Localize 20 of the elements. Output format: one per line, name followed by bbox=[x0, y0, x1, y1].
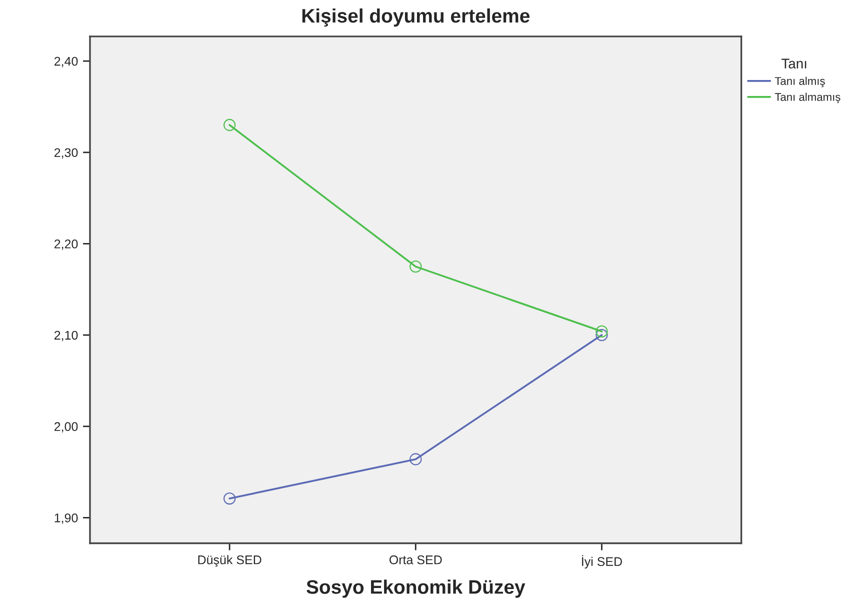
y-tick-label: 1,90 bbox=[54, 513, 78, 524]
chart-title: Kişisel doyumu erteleme bbox=[302, 8, 530, 27]
x-tick-label: İyi SED bbox=[582, 555, 622, 568]
point bbox=[596, 325, 608, 338]
legend-title: Tanı bbox=[782, 58, 806, 68]
y-tick-label: 2,10 bbox=[54, 330, 78, 342]
point bbox=[596, 328, 608, 342]
y-tick-label: 2,30 bbox=[54, 148, 78, 159]
point bbox=[223, 492, 236, 505]
y-tick-label: 2,40 bbox=[54, 56, 78, 68]
y-tick-label: 2,00 bbox=[54, 422, 78, 432]
x-tick-label: Düşük SED bbox=[198, 555, 262, 567]
point bbox=[410, 260, 422, 273]
x-tick-label: Orta SED bbox=[389, 555, 442, 564]
y-tick-label: 2,20 bbox=[54, 240, 78, 250]
point bbox=[223, 118, 236, 132]
point bbox=[410, 453, 422, 466]
x-axis-title: Sosyo Ekonomik Düzey bbox=[306, 580, 526, 598]
legend-label: Tanı almış bbox=[774, 76, 825, 88]
legend-label: Tanı almamış bbox=[774, 92, 840, 104]
